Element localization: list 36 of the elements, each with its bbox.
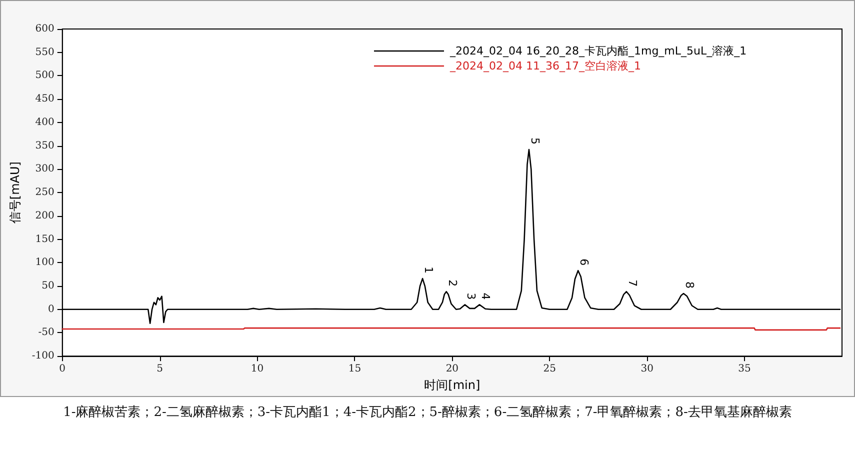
y-tick-label: 500 [35,70,54,82]
x-tick-label: 15 [348,364,362,375]
x-tick-label: 5 [156,364,164,375]
text: 1-麻醉椒苦素；2-二氢麻醉椒素；3-卡瓦内酯1；4-卡瓦内酯2；5-醉椒素；6-二氢醉椒素；7-甲氧醉椒素；8-去甲氧基麻醉椒素 [62,404,793,422]
annotation: 5 [528,138,542,145]
y-tick-label: 0 [48,304,54,315]
x-tick-label: 20 [446,364,459,375]
x-tick-label: 30 [640,364,654,375]
text: _2024_02_04 11_36_17_空白溶液_1 [449,60,641,72]
annotation: 7 [626,280,639,287]
x-tick-label: 0 [59,364,66,375]
y-tick-label: 350 [35,140,54,152]
y-tick-label: 600 [35,24,54,34]
y-tick-label: 50 [42,280,54,292]
y-axis-title: 信号[mAU] [8,162,22,224]
y-tick-label: 550 [35,46,54,58]
annotation: 3 [464,292,478,300]
x-axis-title: 时间[min] [424,378,480,392]
annotation: 2 [446,280,459,287]
x-tick-label: 10 [250,364,264,375]
x-tick-label: 35 [738,364,751,375]
x-tick-label: 25 [543,364,556,375]
y-tick-label: 450 [35,94,54,105]
text: _2024_02_04 16_20_28_卡瓦内酯_1mg_mL_5uL_溶液_1 [449,44,747,58]
y-tick-label: 150 [35,234,54,245]
y-tick-label: 400 [35,116,54,128]
y-tick-label: 300 [35,164,54,175]
y-tick-label: 200 [35,210,54,222]
y-tick-label: -100 [32,350,54,362]
annotation: 1 [422,266,436,274]
annotation: 6 [578,258,591,266]
annotation: 8 [683,281,696,288]
annotation: 4 [478,292,492,300]
y-tick-label: 250 [35,187,54,198]
y-tick-label: -50 [38,327,54,338]
y-tick-label: 100 [35,257,54,268]
